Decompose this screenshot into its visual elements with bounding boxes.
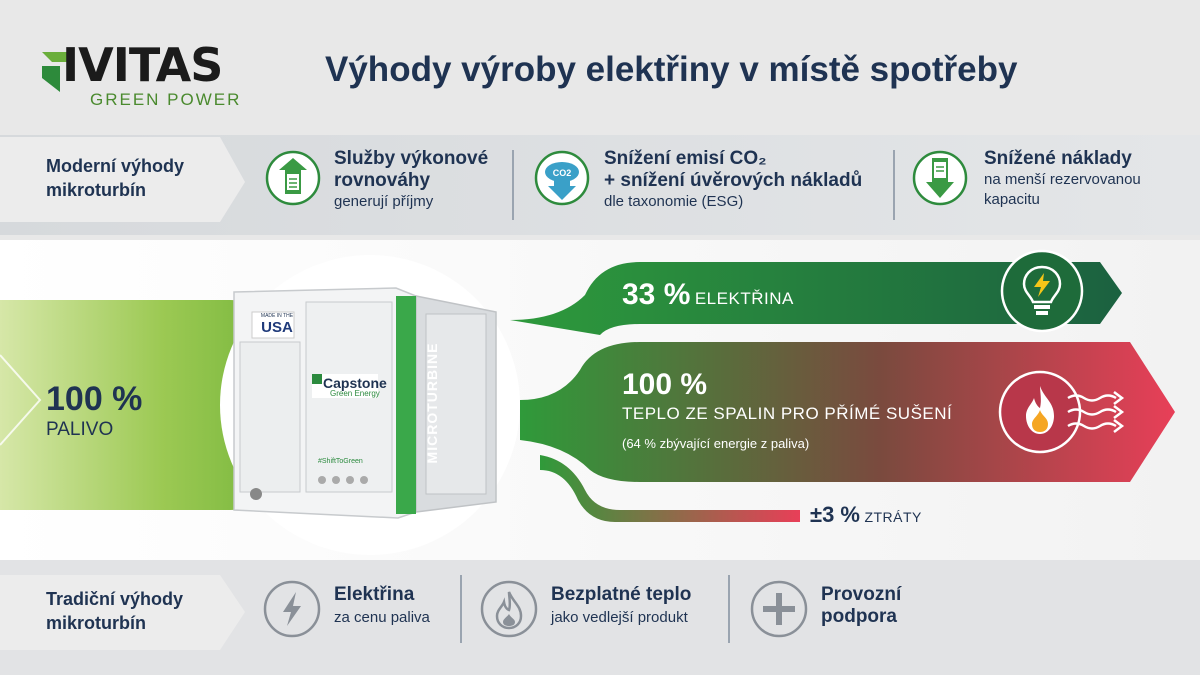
divider [460,575,462,643]
co2-reduction-icon: CO2 [534,150,590,206]
electricity-output: 33 % ELEKTŘINA [622,278,794,311]
traditional-item-support: Provozní podpora [821,584,902,627]
modern-label: Moderní výhody mikroturbín [46,156,185,200]
modern-item-balance: Služby výkonové rovnováhy generují příjm… [334,148,489,210]
machine-tag: #ShiftToGreen [318,458,363,465]
balance-services-icon [265,150,321,206]
flame-icon [480,580,538,638]
traditional-label: Tradiční výhody mikroturbín [46,589,184,633]
heat-exhaust-icon [998,370,1125,454]
capstone-brand: Capstone [323,375,387,391]
modern-item-co2: Snížení emisí CO₂ + snížení úvěrových ná… [604,148,863,210]
logo-mark [42,52,68,92]
divider [728,575,730,643]
lightning-icon [263,580,321,638]
fuel-input: 100 % PALIVO [46,380,143,440]
logo-subtitle: GREEN POWER [90,90,242,109]
divider [512,150,514,220]
usa-badge: USA [261,319,293,336]
usa-badge-top: MADE IN THE [260,313,294,319]
traditional-item-electricity: Elektřina za cenu paliva [334,584,430,626]
heat-output: 100 % TEPLO ZE SPALIN PRO PŘÍMÉ SUŠENÍ (… [622,368,953,451]
traditional-item-heat: Bezplatné teplo jako vedlejší produkt [551,584,692,626]
microturbine-side-text: MICROTURBINE [424,342,440,464]
logo-wordmark: IVITAS [62,38,223,92]
modern-item-costs: Snížené náklady na menší rezervovanou ka… [984,148,1141,208]
reduced-costs-icon [912,150,968,206]
capstone-brand-sub: Green Energy [330,389,380,398]
page-title: Výhody výroby elektřiny v místě spotřeby [325,50,1018,89]
lightbulb-icon [1000,249,1084,333]
divider [893,150,895,220]
svg-text:CO2: CO2 [553,168,572,178]
losses-output: ±3 % ZTRÁTY [810,502,922,527]
plus-icon [750,580,808,638]
microturbine-unit [233,287,497,519]
